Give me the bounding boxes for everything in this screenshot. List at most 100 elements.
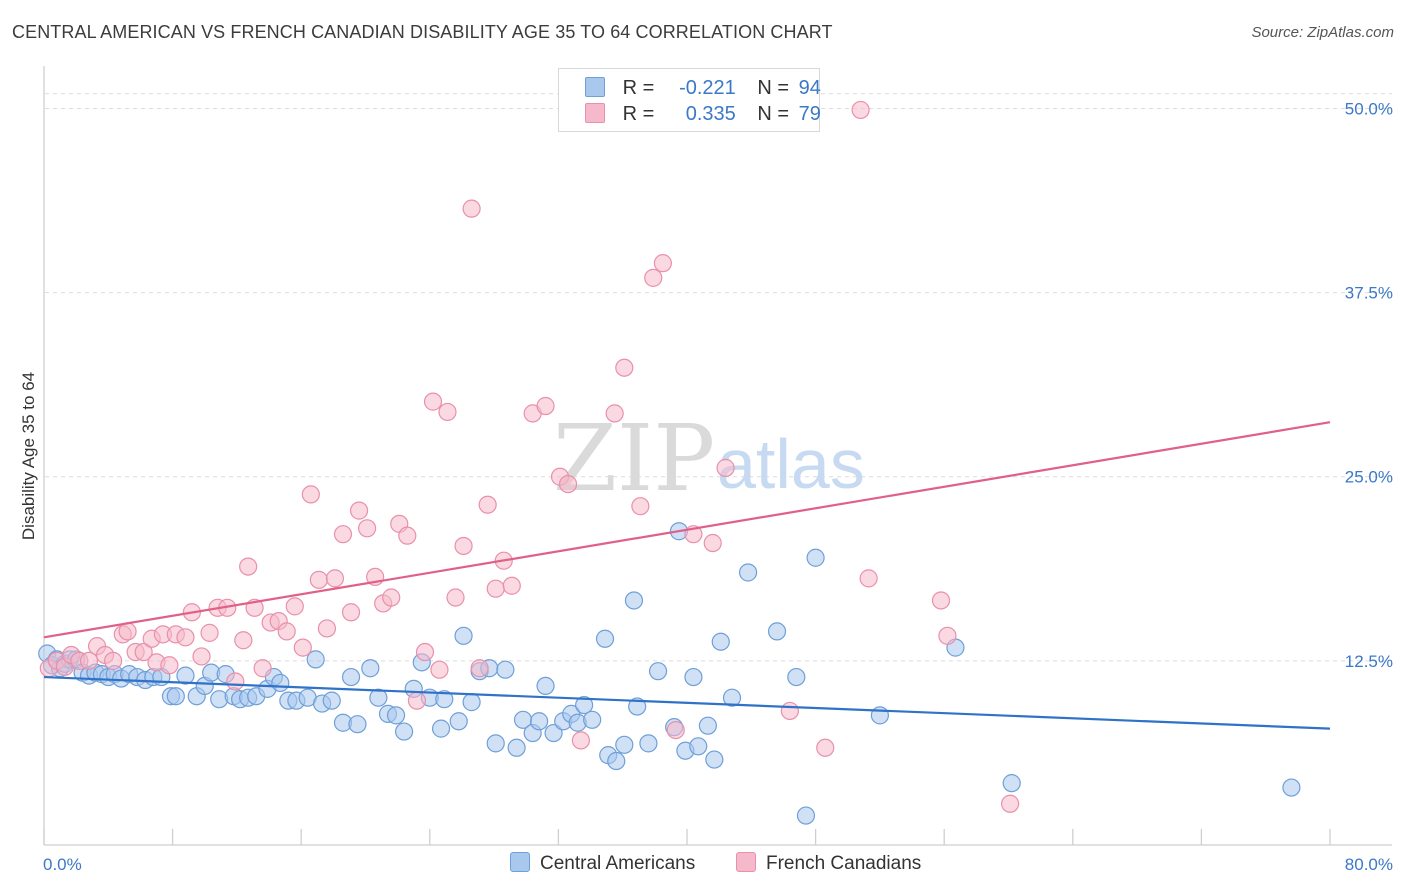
french-canadian-point <box>502 576 521 595</box>
gridlines <box>45 93 1392 662</box>
french-canadian-point <box>1001 794 1020 813</box>
central-american-point <box>624 591 644 610</box>
french-canadian-point <box>666 720 685 740</box>
french-canadian-point <box>938 626 957 645</box>
french-canadian-point <box>293 638 312 657</box>
french-canadian-point <box>358 519 377 538</box>
french-canadian-point <box>716 458 735 477</box>
chart-title: CENTRAL AMERICAN VS FRENCH CANADIAN DISA… <box>12 22 833 42</box>
french-canadian-point <box>536 396 555 416</box>
central-american-point <box>394 722 414 741</box>
french-canadian-point <box>653 254 672 273</box>
french-canadian-point <box>349 501 369 520</box>
legend-n-label: N = <box>757 77 790 99</box>
central-american-point <box>361 659 380 678</box>
french-canadian-point <box>398 526 417 545</box>
central-american-point <box>796 806 816 825</box>
bottom-legend-label: Central Americans <box>540 853 696 874</box>
french-canadian-point <box>478 495 497 514</box>
legend-swatch-pink <box>585 103 605 123</box>
central-american-point <box>507 738 526 757</box>
central-american-point <box>544 723 563 743</box>
french-canadian-point <box>317 619 337 638</box>
french-canadian-point <box>423 392 443 411</box>
central-american-point <box>767 622 787 641</box>
legend-n-value: 94 <box>798 77 821 99</box>
y-tick-label: 25.0% <box>1345 468 1393 487</box>
central-american-point <box>698 716 717 735</box>
french-canadian-point <box>253 659 272 678</box>
french-canadian-point <box>309 570 328 589</box>
french-canadian-point <box>644 268 663 287</box>
french-canadian-point <box>325 569 345 588</box>
bottom-legend-swatch-pink <box>736 852 756 872</box>
central-american-point <box>595 629 615 648</box>
french-canadian-point <box>438 402 457 422</box>
legend-r-label: R = <box>622 77 655 99</box>
y-tick-label: 37.5% <box>1345 284 1393 303</box>
central-american-point <box>348 715 367 734</box>
french-canadian-point <box>851 100 870 120</box>
watermark-atlas: atlas <box>717 425 865 503</box>
french-canadian-point <box>134 642 153 662</box>
french-canadian-point <box>285 597 304 616</box>
french-canadian-point <box>192 647 211 666</box>
french-canadian-point <box>176 628 195 647</box>
central-american-point <box>806 548 825 567</box>
french-canadian-point <box>234 631 253 650</box>
french-canadian-point <box>780 701 799 721</box>
central-american-point <box>341 667 361 687</box>
bottom-legend-central-americans: Central Americans <box>510 852 695 875</box>
central-american-point <box>530 712 549 731</box>
y-tick-label: 12.5% <box>1345 652 1393 671</box>
french-canadian-point <box>558 474 578 494</box>
central-american-point <box>705 750 724 769</box>
french-canadian-point <box>239 557 258 576</box>
french-canadian-point <box>301 485 320 504</box>
french-canadian-point <box>454 536 473 556</box>
legend-row-french-canadians: R = 0.335 N = 79 <box>585 103 821 126</box>
central-american-point <box>684 667 703 687</box>
watermark-zip: ZIP <box>553 405 715 512</box>
central-american-point <box>615 735 634 754</box>
french-canadian-point <box>104 651 123 670</box>
central-american-point <box>1282 778 1301 797</box>
central-american-point <box>449 712 468 731</box>
central-american-point <box>496 660 515 679</box>
source-credit: Source: ZipAtlas.com <box>1251 24 1394 41</box>
central-american-point <box>462 693 481 712</box>
french-canadian-point <box>446 588 465 607</box>
central-american-point <box>711 632 730 651</box>
central-american-point <box>648 662 668 681</box>
central-american-point <box>583 710 602 729</box>
central-american-point <box>536 676 555 696</box>
legend-swatch-blue <box>585 77 605 97</box>
y-axis-label: Disability Age 35 to 64 <box>19 372 38 540</box>
central-american-point <box>607 751 626 771</box>
french-canadian-point <box>470 659 489 678</box>
legend-row-central-americans: R = -0.221 N = 94 <box>585 77 821 100</box>
central-american-point <box>575 695 594 715</box>
y-tick-label: 50.0% <box>1345 99 1393 118</box>
central-american-point <box>435 690 454 709</box>
legend-r-value: -0.221 <box>679 77 736 99</box>
central-american-point <box>306 650 325 669</box>
french-canadians-trend-line <box>43 421 1331 639</box>
central-americans-trend-line <box>43 675 1331 730</box>
french-canadian-point <box>462 199 481 218</box>
central-american-point <box>639 734 658 753</box>
french-canadian-point <box>200 623 219 642</box>
french-canadian-point <box>341 603 361 622</box>
central-american-point <box>689 737 708 756</box>
axes <box>43 66 1392 846</box>
tick-labels: 12.5% 25.0% 37.5% 50.0% 0.0% 80.0% <box>43 99 1393 874</box>
central-american-point <box>166 687 185 706</box>
x-tick-label-max: 80.0% <box>1345 855 1393 874</box>
legend-r-value: 0.335 <box>685 103 736 125</box>
central-american-point <box>271 673 290 693</box>
central-american-point <box>738 563 758 582</box>
legend-n-label: N = <box>757 103 790 125</box>
french-canadian-point <box>407 691 427 710</box>
french-canadian-point <box>816 738 835 757</box>
